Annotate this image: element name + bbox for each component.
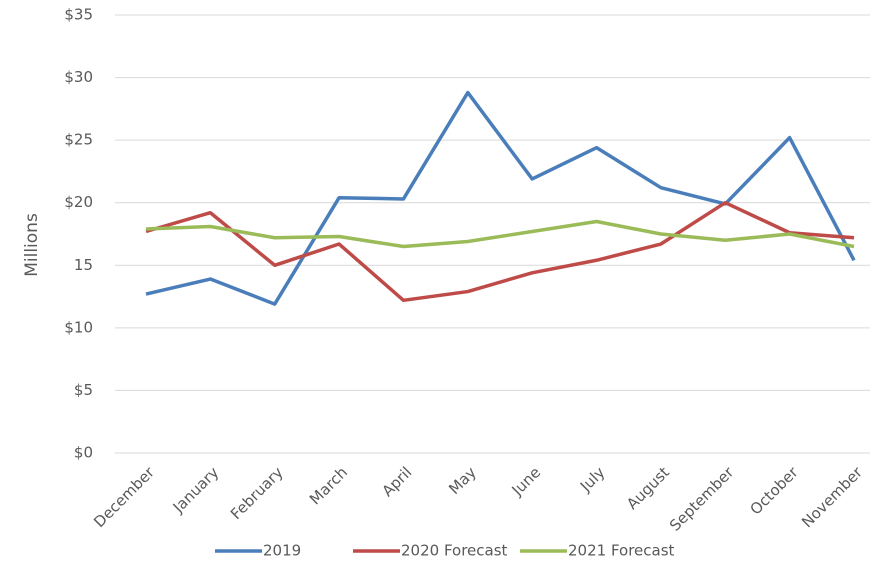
x-tick-label: August [623, 463, 673, 513]
y-tick-label: 15 [74, 256, 93, 274]
y-tick-label: $25 [64, 131, 93, 149]
x-tick-label: May [445, 463, 480, 498]
y-tick-label: $35 [64, 6, 93, 24]
y-axis-label: Millions [22, 213, 42, 277]
y-tick-label: $20 [64, 193, 93, 211]
y-tick-label: $0 [74, 444, 93, 462]
series-line [145, 90, 856, 306]
legend-label: 2021 Forecast [568, 542, 675, 560]
legend-label: 2019 [263, 542, 301, 560]
series-line [145, 219, 855, 249]
x-tick-label: February [227, 463, 287, 523]
y-tick-label: $30 [64, 68, 93, 86]
x-tick-label: July [576, 463, 609, 496]
x-tick-label: April [378, 463, 415, 500]
y-tick-label: $5 [74, 381, 93, 399]
x-tick-label: November [798, 463, 866, 531]
x-tick-label: October [746, 463, 802, 519]
legend-label: 2020 Forecast [401, 542, 508, 560]
x-tick-label: December [90, 463, 158, 531]
series-line [145, 200, 855, 303]
x-tick-label: March [306, 463, 351, 508]
x-tick-label: January [169, 463, 223, 517]
x-tick-label: June [508, 463, 545, 500]
x-tick-label: September [666, 463, 738, 535]
y-tick-label: $10 [64, 318, 93, 336]
